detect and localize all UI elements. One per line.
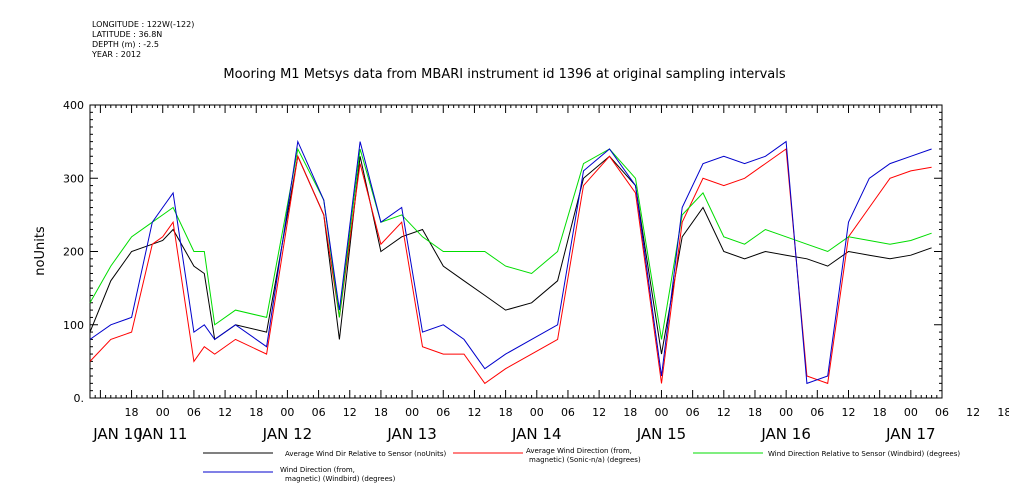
x-tick-label: 18 <box>748 406 762 419</box>
x-tick-label: 00 <box>904 406 918 419</box>
y-tick-label: 300 <box>63 172 84 185</box>
x-day-label: JAN 12 <box>262 425 313 443</box>
meta-latitude: LATITUDE : 36.8N <box>92 30 163 39</box>
legend-label-blue-1: Wind Direction (from, <box>280 466 355 474</box>
x-tick-label: 00 <box>779 406 793 419</box>
x-tick-label: 00 <box>280 406 294 419</box>
x-tick-label: 12 <box>467 406 481 419</box>
x-day-label: JAN 17 <box>885 425 936 443</box>
series-lines <box>89 139 932 385</box>
x-tick-label: 00 <box>156 406 170 419</box>
x-tick-label: 18 <box>997 406 1009 419</box>
x-day-label: JAN 13 <box>386 425 437 443</box>
meta-year: YEAR : 2012 <box>92 50 142 59</box>
x-tick-label: 06 <box>561 406 575 419</box>
y-tick-label: 100 <box>63 319 84 332</box>
x-tick-label: 12 <box>592 406 606 419</box>
x-day-label: JAN 16 <box>760 425 811 443</box>
series-line-2 <box>89 148 932 385</box>
y-axis: 0. 100 200 300 400 <box>63 99 942 405</box>
y-tick-label: 0. <box>74 392 85 405</box>
x-day-label: JAN 15 <box>636 425 687 443</box>
x-tick-label: 12 <box>343 406 357 419</box>
x-day-label: JAN 11 <box>137 425 188 443</box>
x-tick-label: 06 <box>187 406 201 419</box>
legend-label-blue-2: magnetic) (Windbird) (degrees) <box>285 475 396 483</box>
x-tick-label: 18 <box>374 406 388 419</box>
legend-label-red-1: Average Wind Direction (from, <box>526 447 632 455</box>
y-tick-label: 200 <box>63 246 84 259</box>
series-line-4 <box>89 139 932 385</box>
legend: Average Wind Dir Relative to Sensor (noU… <box>203 447 960 483</box>
x-tick-label: 18 <box>499 406 513 419</box>
x-tick-label: 12 <box>841 406 855 419</box>
x-tick-label: 00 <box>405 406 419 419</box>
x-day-label: JAN 10 <box>92 425 143 443</box>
x-tick-label: 06 <box>935 406 949 419</box>
y-axis-label: noUnits <box>33 226 48 276</box>
legend-label-black: Average Wind Dir Relative to Sensor (noU… <box>285 450 446 458</box>
legend-label-red-2: magnetic) (Sonic-n/a) (degrees) <box>529 456 641 464</box>
series-line-1 <box>89 154 932 355</box>
x-tick-label: 18 <box>873 406 887 419</box>
x-axis: 18 00 06 12 18 00 06 12 18 00 06 12 18 00 06 12 18 00 06 12… <box>89 105 1009 443</box>
legend-label-green: Wind Direction Relative to Sensor (Windb… <box>768 450 960 458</box>
x-tick-label: 00 <box>530 406 544 419</box>
meta-longitude: LONGITUDE : 122W(-122) <box>92 20 195 29</box>
x-tick-label: 12 <box>966 406 980 419</box>
x-tick-label: 00 <box>654 406 668 419</box>
series-line-3 <box>89 147 932 340</box>
chart-title: Mooring M1 Metsys data from MBARI instru… <box>223 67 786 82</box>
meta-depth: DEPTH (m) : -2.5 <box>92 40 159 49</box>
metadata-block: LONGITUDE : 122W(-122) LATITUDE : 36.8N … <box>92 20 194 60</box>
x-tick-label: 12 <box>717 406 731 419</box>
x-tick-label: 18 <box>249 406 263 419</box>
plot-area-frame <box>89 104 943 399</box>
x-day-label: JAN 14 <box>511 425 562 443</box>
x-tick-label: 06 <box>312 406 326 419</box>
y-tick-label: 400 <box>63 99 84 112</box>
x-tick-label: 06 <box>810 406 824 419</box>
x-tick-label: 06 <box>686 406 700 419</box>
x-tick-label: 18 <box>125 406 139 419</box>
x-tick-label: 18 <box>623 406 637 419</box>
x-tick-label: 06 <box>436 406 450 419</box>
x-tick-label: 12 <box>218 406 232 419</box>
